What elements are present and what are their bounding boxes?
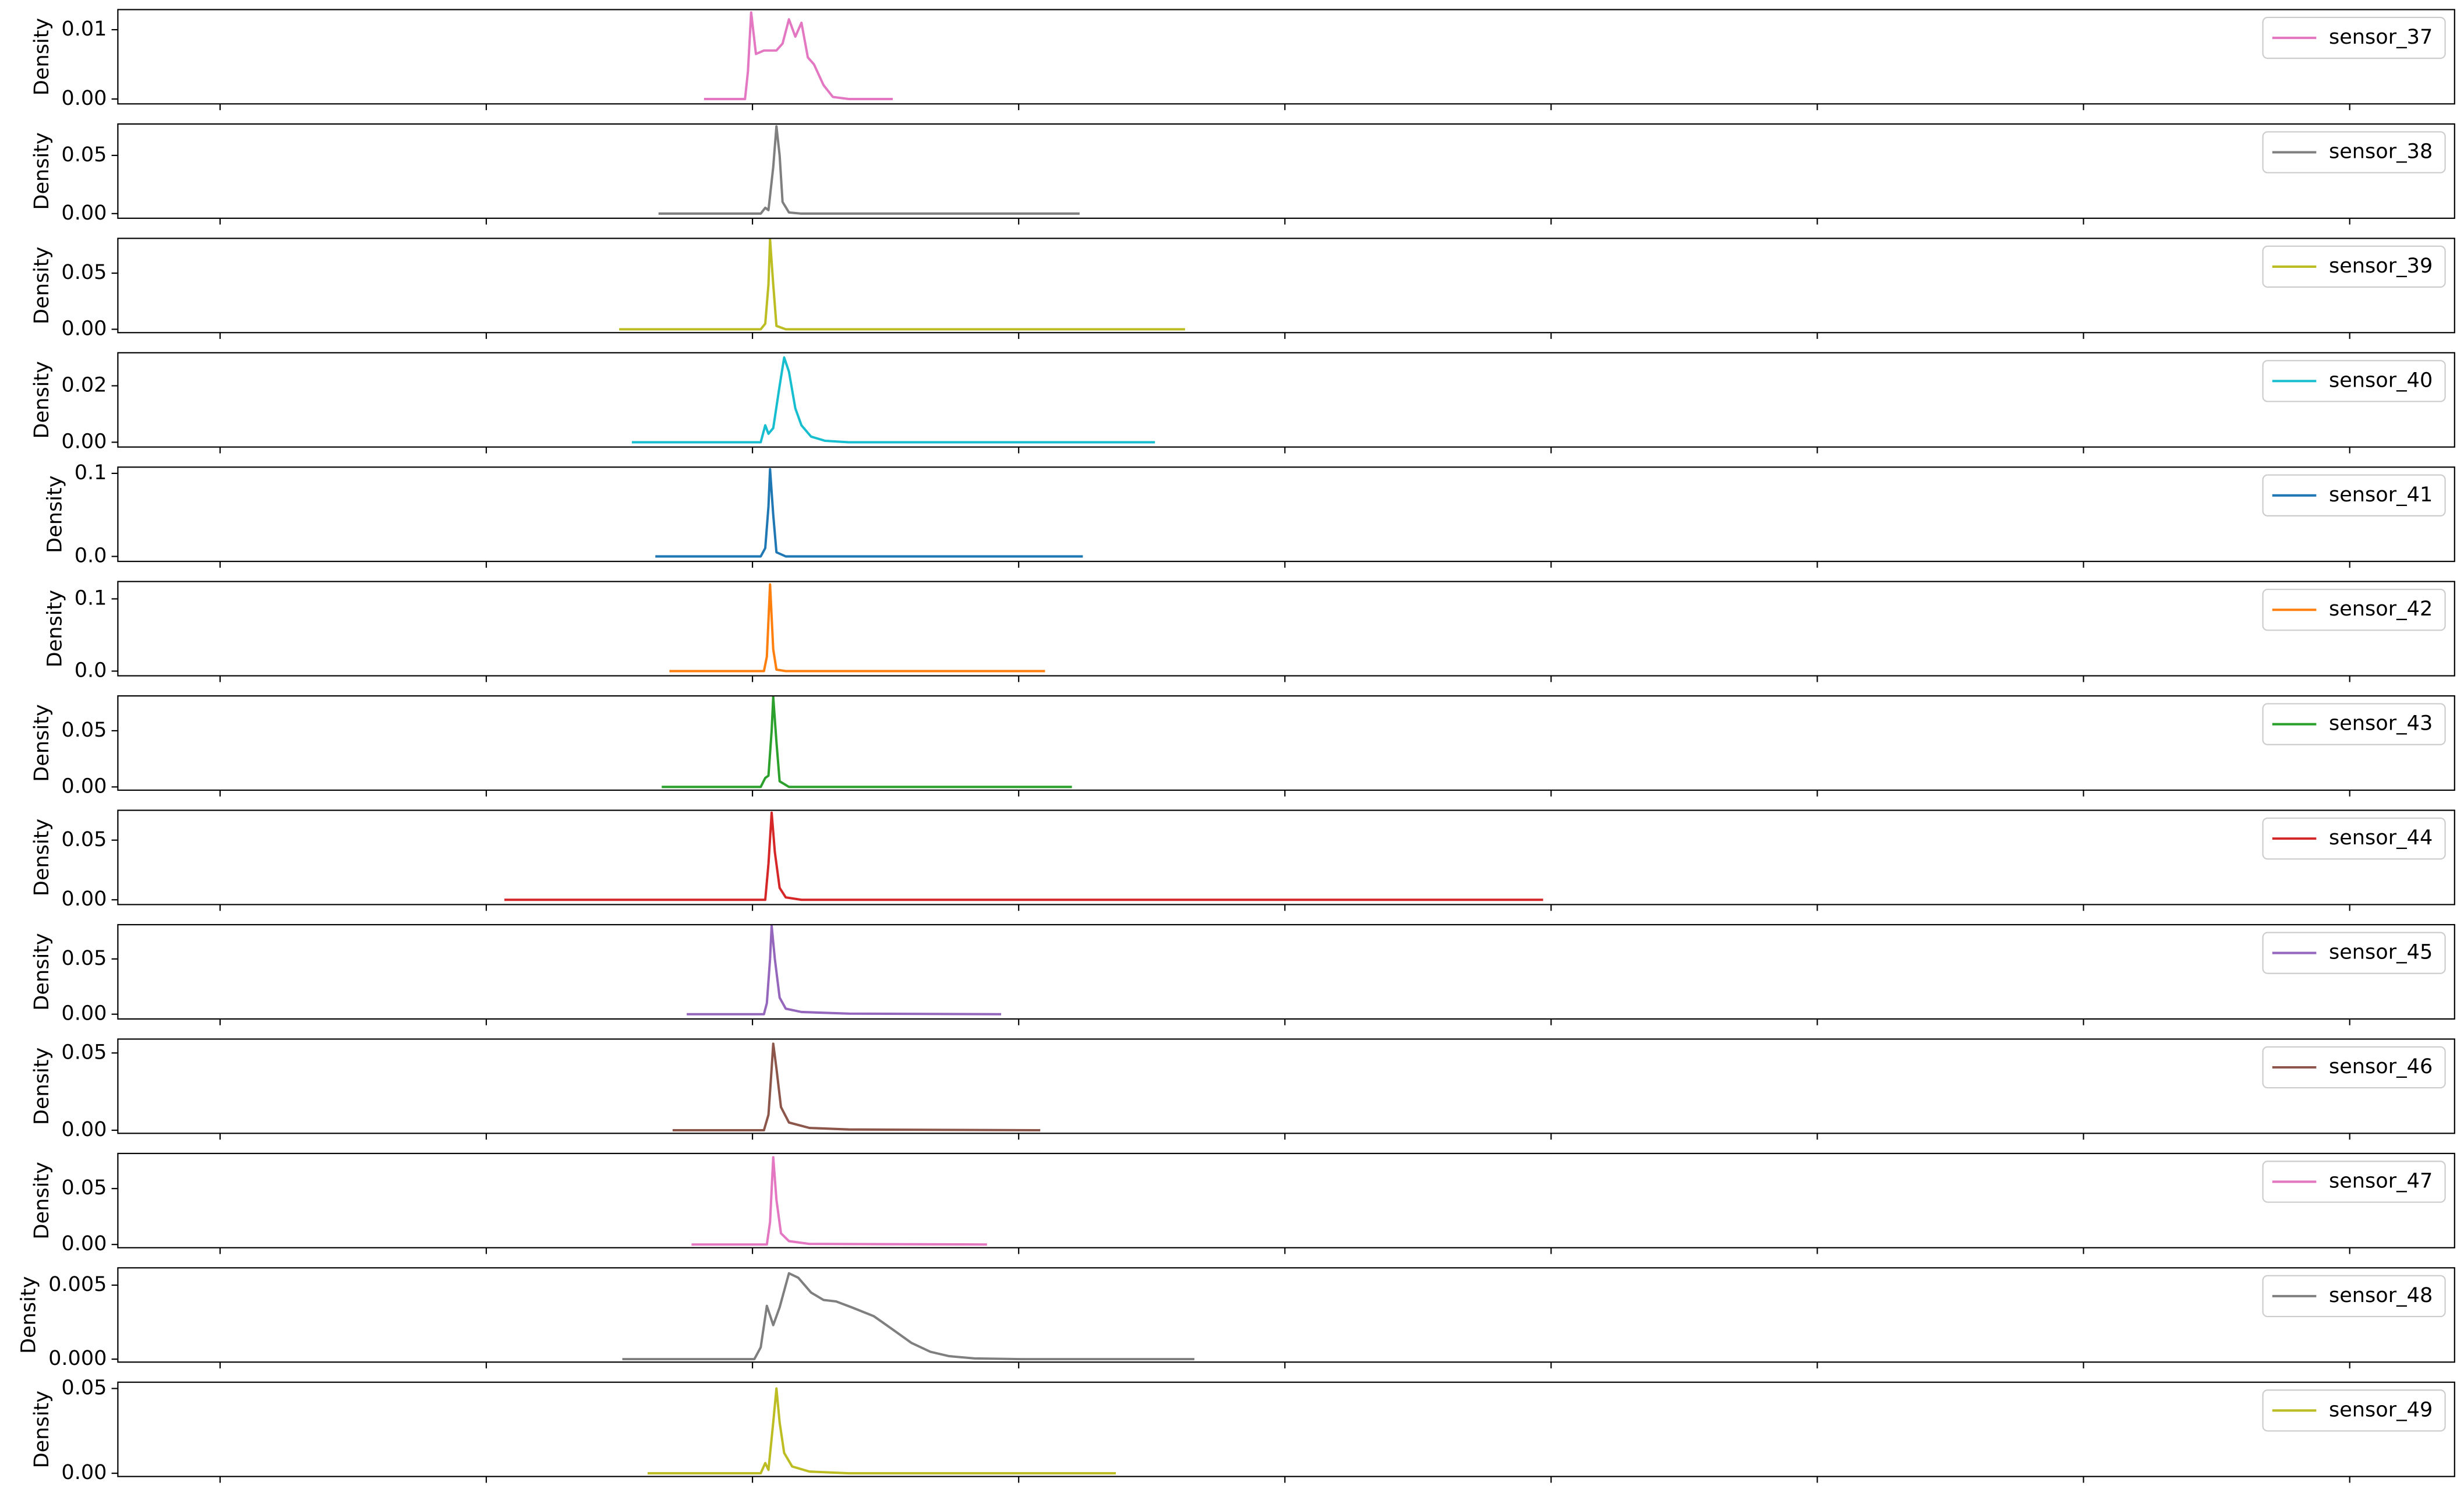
y-tick-label: 0.00 [61, 316, 107, 340]
y-tick-label: 0.005 [48, 1272, 107, 1296]
axes-frame [117, 809, 2455, 905]
density-line [691, 1156, 987, 1246]
y-tick-label: 0.00 [61, 1117, 107, 1141]
density-line [622, 1272, 1194, 1361]
legend-label: sensor_39 [2329, 254, 2433, 278]
density-line [669, 583, 1045, 673]
y-tick-label: 0.000 [48, 1346, 107, 1370]
density-line [655, 468, 1083, 558]
axes-frame [117, 466, 2455, 562]
y-tick-label: 0.02 [61, 373, 107, 397]
legend-box [2262, 703, 2446, 745]
y-axis-label: Density [30, 361, 54, 438]
y-tick-label: 0.05 [61, 946, 107, 970]
density-line [662, 696, 1072, 788]
y-tick-label: 0.00 [61, 1460, 107, 1484]
y-axis-label: Density [30, 704, 54, 781]
axes-frame [117, 9, 2455, 105]
legend-label: sensor_46 [2329, 1055, 2433, 1078]
legend-box [2262, 817, 2446, 860]
y-axis-label: Density [30, 819, 54, 896]
y-axis-label: Density [30, 1162, 54, 1239]
legend-label: sensor_45 [2329, 940, 2433, 964]
density-line [672, 1042, 1041, 1132]
y-axis-label: Density [30, 18, 54, 95]
legend-box [2262, 1161, 2446, 1203]
y-axis-label: Density [30, 933, 54, 1010]
y-tick-label: 0.1 [75, 586, 107, 610]
legend-box [2262, 360, 2446, 402]
axes-frame [117, 1152, 2455, 1248]
legend-box [2262, 474, 2446, 516]
axes-frame [117, 1381, 2455, 1477]
axes-frame [117, 1267, 2455, 1363]
legend-label: sensor_40 [2329, 368, 2433, 392]
y-axis-label: Density [30, 132, 54, 210]
y-tick-label: 0.00 [61, 887, 107, 911]
legend-label: sensor_47 [2329, 1169, 2433, 1193]
legend-label: sensor_48 [2329, 1283, 2433, 1307]
y-tick-label: 0.00 [61, 86, 107, 110]
legend-box [2262, 16, 2446, 59]
legend-box [2262, 932, 2446, 974]
y-tick-label: 0.0 [75, 544, 107, 568]
density-line [619, 238, 1185, 331]
axes-frame [117, 238, 2455, 334]
density-line [687, 924, 1002, 1016]
y-tick-label: 0.05 [61, 1376, 107, 1400]
legend-box [2262, 1046, 2446, 1089]
legend-box [2262, 1275, 2446, 1318]
y-tick-label: 0.01 [61, 17, 107, 41]
density-line [704, 11, 893, 101]
legend-box [2262, 589, 2446, 631]
legend-box [2262, 1389, 2446, 1432]
y-tick-label: 0.00 [61, 1002, 107, 1025]
y-tick-label: 0.05 [61, 260, 107, 284]
y-tick-label: 0.05 [61, 1176, 107, 1200]
y-axis-label: Density [30, 1391, 54, 1468]
density-line [504, 811, 1543, 901]
legend-box [2262, 131, 2446, 174]
y-tick-label: 0.05 [61, 718, 107, 742]
legend-label: sensor_44 [2329, 826, 2433, 850]
y-tick-label: 0.00 [61, 429, 107, 453]
axes-frame [117, 1038, 2455, 1134]
y-tick-label: 0.00 [61, 1232, 107, 1255]
legend-label: sensor_49 [2329, 1398, 2433, 1421]
axes-frame [117, 581, 2455, 677]
axes-frame [117, 352, 2455, 448]
axes-frame [117, 123, 2455, 219]
legend-label: sensor_37 [2329, 25, 2433, 49]
y-tick-label: 0.05 [61, 827, 107, 851]
legend-label: sensor_38 [2329, 139, 2433, 163]
y-tick-label: 0.00 [61, 774, 107, 798]
y-tick-label: 0.05 [61, 1040, 107, 1064]
y-axis-label: Density [43, 590, 66, 667]
density-line [632, 356, 1155, 444]
axes-frame [117, 695, 2455, 791]
legend-label: sensor_42 [2329, 597, 2433, 621]
y-tick-label: 0.0 [75, 659, 107, 682]
y-axis-label: Density [30, 1048, 54, 1125]
legend-box [2262, 245, 2446, 288]
legend-label: sensor_43 [2329, 712, 2433, 735]
y-axis-label: Density [43, 476, 66, 553]
density-line [648, 1387, 1116, 1475]
y-axis-label: Density [30, 247, 54, 324]
density-line [658, 125, 1080, 215]
axes-frame [117, 924, 2455, 1020]
y-tick-label: 0.1 [75, 461, 107, 484]
legend-label: sensor_41 [2329, 483, 2433, 507]
y-axis-label: Density [17, 1276, 41, 1354]
y-tick-label: 0.00 [61, 201, 107, 225]
y-tick-label: 0.05 [61, 143, 107, 167]
